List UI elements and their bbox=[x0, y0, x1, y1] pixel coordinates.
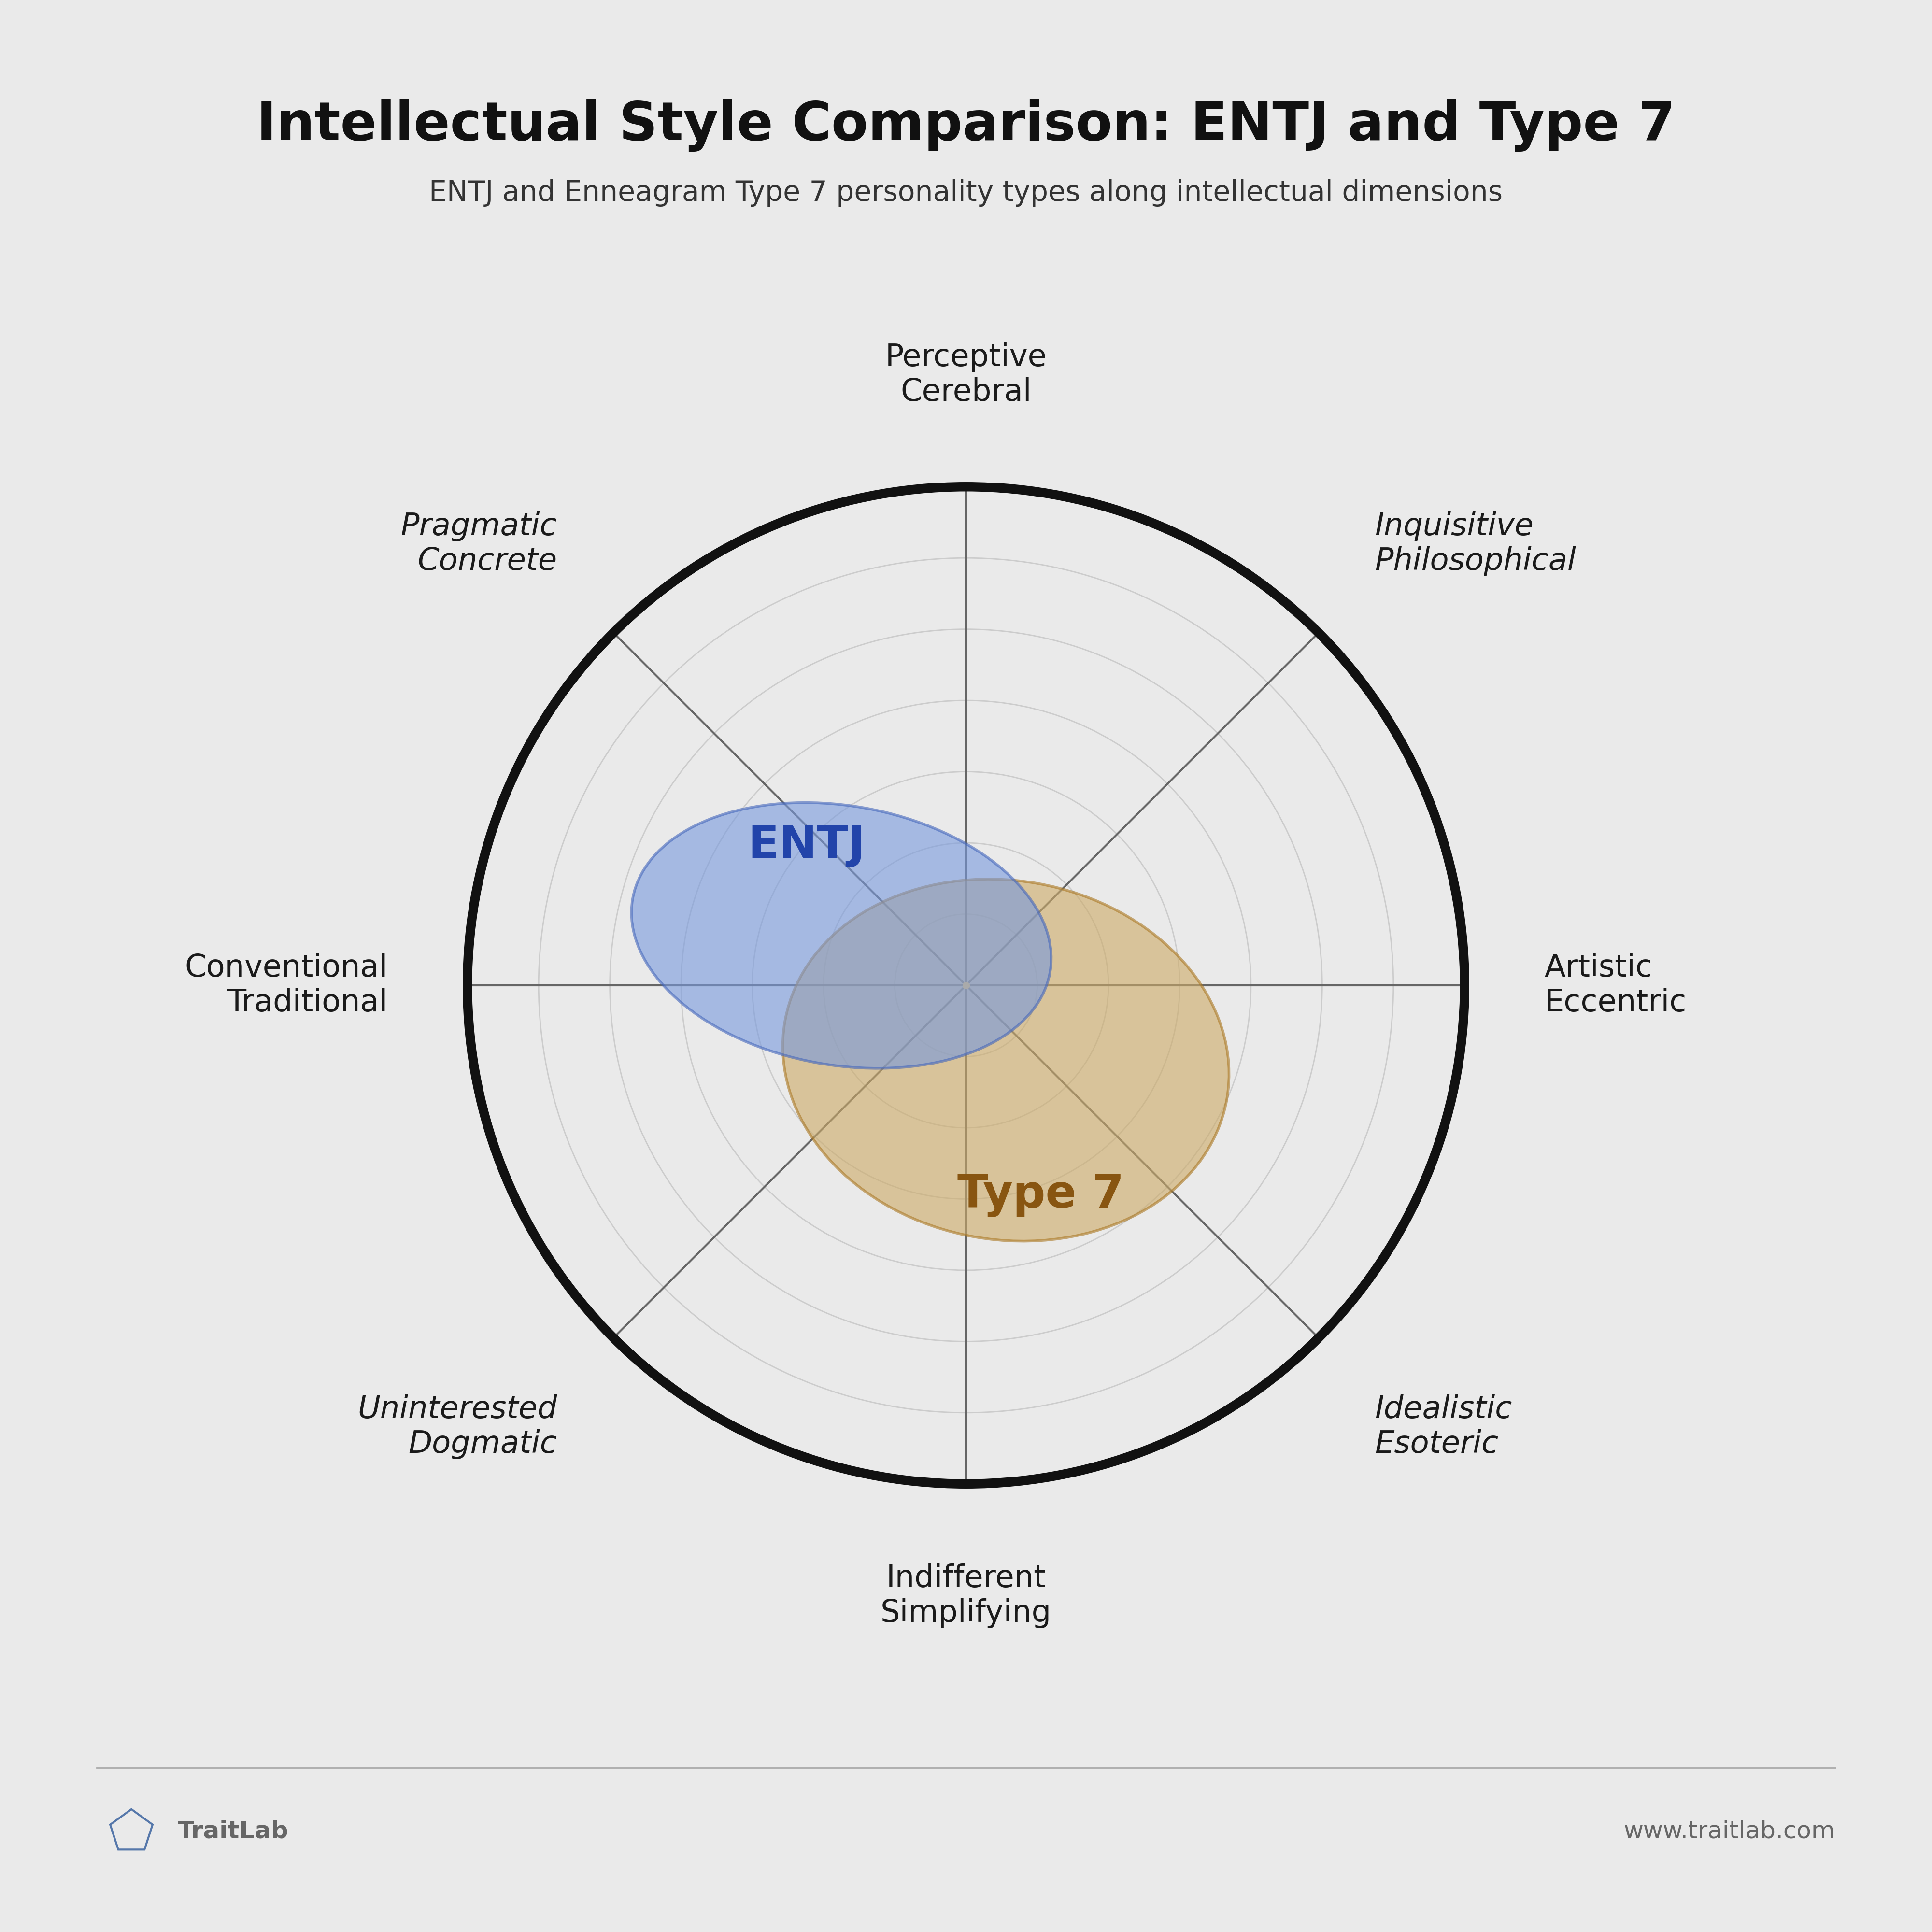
Ellipse shape bbox=[632, 802, 1051, 1068]
Text: Conventional
Traditional: Conventional Traditional bbox=[185, 952, 388, 1018]
Text: Inquisitive
Philosophical: Inquisitive Philosophical bbox=[1376, 512, 1577, 576]
Text: Pragmatic
Concrete: Pragmatic Concrete bbox=[400, 512, 556, 576]
Text: Artistic
Eccentric: Artistic Eccentric bbox=[1544, 952, 1687, 1018]
Text: Indifferent
Simplifying: Indifferent Simplifying bbox=[881, 1563, 1051, 1629]
Text: www.traitlab.com: www.traitlab.com bbox=[1625, 1820, 1835, 1843]
Text: Perceptive
Cerebral: Perceptive Cerebral bbox=[885, 342, 1047, 408]
Text: Idealistic
Esoteric: Idealistic Esoteric bbox=[1376, 1395, 1513, 1459]
Text: TraitLab: TraitLab bbox=[178, 1820, 288, 1843]
Text: Uninterested
Dogmatic: Uninterested Dogmatic bbox=[357, 1395, 556, 1459]
Text: Type 7: Type 7 bbox=[958, 1173, 1124, 1217]
Ellipse shape bbox=[782, 879, 1229, 1240]
Text: ENTJ and Enneagram Type 7 personality types along intellectual dimensions: ENTJ and Enneagram Type 7 personality ty… bbox=[429, 180, 1503, 207]
Text: ENTJ: ENTJ bbox=[748, 823, 866, 867]
Text: Intellectual Style Comparison: ENTJ and Type 7: Intellectual Style Comparison: ENTJ and … bbox=[257, 99, 1675, 153]
